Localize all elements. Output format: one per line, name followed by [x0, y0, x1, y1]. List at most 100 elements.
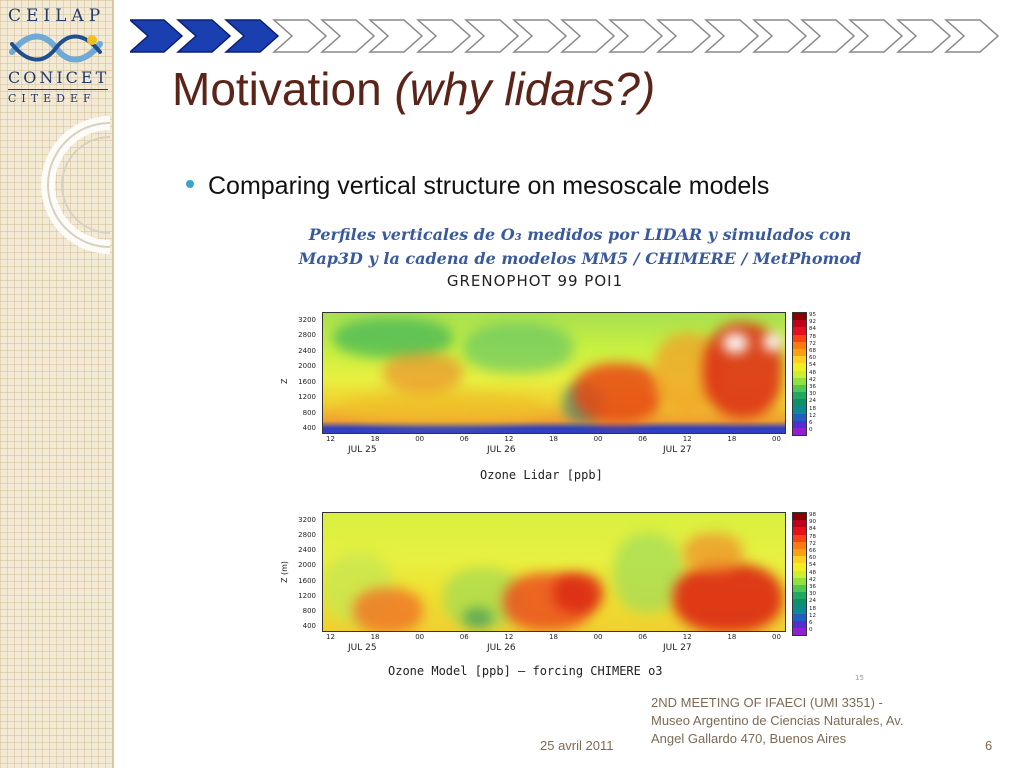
colorbar-label: 90	[809, 519, 816, 526]
x-tick-label: 18	[370, 633, 380, 641]
figure-title-line2: Map3D y la cadena de modelos MM5 / CHIME…	[298, 249, 862, 268]
colorbar-label: 95	[809, 312, 816, 318]
colorbar-label: 24	[809, 598, 816, 605]
progress-chevron-empty	[656, 19, 712, 53]
ceilap-logo: CEILAP CONICET CITEDEF	[8, 6, 108, 105]
colorbar-swatch	[793, 520, 806, 528]
colorbar-swatch	[793, 556, 806, 564]
progress-chevron-empty	[704, 19, 760, 53]
bullet-item: Comparing vertical structure on mesoscal…	[186, 172, 769, 201]
progress-chevron-empty	[464, 19, 520, 53]
x-tick-label: 18	[549, 435, 558, 443]
colorbar-swatch	[793, 541, 806, 549]
colorbar-label: 30	[809, 391, 816, 398]
colorbar-label: 36	[809, 584, 816, 590]
page-number: 6	[985, 738, 993, 753]
colorbar-label: 48	[809, 369, 816, 376]
heatmap	[322, 312, 786, 434]
y-tick-label: 1600	[298, 377, 316, 386]
heatmap-region	[553, 573, 603, 613]
colorbar-swatch	[793, 613, 806, 621]
heatmap-region	[723, 333, 748, 353]
colorbar-swatch	[793, 606, 806, 614]
progress-chevron-filled	[176, 19, 232, 53]
colorbar-swatch	[793, 570, 806, 578]
progress-chevron-empty	[512, 19, 568, 53]
x-tick-label: 12	[682, 435, 692, 443]
bullet-icon	[186, 180, 194, 189]
colorbar-label: 78	[809, 333, 816, 340]
footer-meeting: 2ND MEETING OF IFAECI (UMI 3351) - Museo…	[651, 694, 903, 748]
colorbar-label: 18	[809, 405, 816, 412]
progress-chevron-empty	[608, 19, 664, 53]
colorbar-swatch	[793, 392, 806, 400]
heatmap-region	[343, 393, 543, 423]
x-tick-label: 00	[772, 633, 781, 641]
date-label: JUL 27	[663, 643, 692, 653]
colorbar-swatch	[793, 399, 806, 407]
colorbar-swatch	[793, 420, 806, 428]
z-axis-label: Z (m)	[280, 560, 289, 583]
x-tick-label: 12	[326, 633, 335, 641]
x-tick-label: 12	[504, 633, 514, 641]
colorbar-label: 54	[809, 562, 816, 569]
heatmap-region	[353, 588, 423, 631]
date-label: JUL 25	[348, 643, 377, 653]
y-tick-label: 2400	[298, 546, 316, 555]
progress-chevron-empty	[368, 19, 424, 53]
heatmap-region	[673, 563, 783, 631]
colorbar-label: 84	[809, 526, 816, 533]
x-tick-label: 06	[638, 435, 648, 443]
colorbar-swatch	[793, 334, 806, 342]
x-tick-label: 00	[415, 633, 425, 641]
y-tick-label: 400	[302, 424, 316, 432]
x-tick-label: 12	[504, 435, 514, 443]
y-tick-label: 2400	[298, 346, 316, 355]
colorbar-label: 18	[809, 605, 816, 612]
x-tick-label: 06	[638, 633, 648, 641]
heatmap-region	[573, 363, 663, 423]
footer-meeting-line1: 2ND MEETING OF IFAECI (UMI 3351) -	[651, 695, 883, 710]
x-tick-label: 12	[682, 633, 692, 641]
y-tick-label: 3200	[298, 516, 316, 524]
x-tick-label: 18	[727, 435, 737, 443]
progress-chevrons	[130, 19, 1000, 53]
progress-chevron-empty	[416, 19, 472, 53]
colorbar-label: 72	[809, 340, 816, 347]
colorbar-swatch	[793, 628, 806, 636]
colorbar-swatch	[793, 320, 806, 328]
x-tick-label: 18	[727, 633, 737, 641]
x-tick-label: 00	[593, 435, 603, 443]
colorbar-swatch	[793, 313, 806, 321]
colorbar-label: 98	[809, 512, 816, 518]
colorbar-swatch	[793, 327, 806, 335]
x-tick-label: 00	[593, 633, 603, 641]
progress-chevron-empty	[848, 19, 904, 53]
model-plot: Z (m) 3200 2800 2400 2000 1600 1200 800 400 12 18 0…	[280, 500, 820, 670]
colorbar-swatch	[793, 348, 806, 357]
logo-wave-icon	[9, 33, 103, 63]
x-tick-label: 06	[459, 435, 469, 443]
progress-chevron-empty	[320, 19, 376, 53]
colorbar	[792, 512, 807, 637]
lidar-plot: Z 3200 2800 2400 2000 1600 1200 800 400 12 18 00 06 1…	[280, 300, 820, 490]
colorbar-label: 60	[809, 555, 816, 562]
colorbar-swatch	[793, 406, 806, 414]
colorbar-swatch	[793, 428, 806, 436]
x-tick-label: 12	[326, 435, 335, 443]
colorbar-swatch	[793, 370, 806, 378]
colorbar-swatch	[793, 384, 806, 393]
date-label: JUL 26	[487, 445, 516, 455]
heatmap-region	[463, 608, 493, 628]
heatmap-region	[763, 333, 783, 351]
colorbar	[792, 312, 807, 437]
x-tick-label: 18	[549, 633, 558, 641]
heatmap	[322, 512, 786, 632]
y-tick-label: 400	[302, 622, 316, 630]
date-label: JUL 26	[487, 643, 516, 653]
colorbar-label: 54	[809, 362, 816, 369]
sidebar: CEILAP CONICET CITEDEF	[0, 0, 114, 768]
colorbar-label: 24	[809, 398, 816, 405]
figure-subtitle: GRENOPHOT 99 POI1	[446, 272, 624, 290]
y-tick-label: 2000	[298, 561, 316, 570]
